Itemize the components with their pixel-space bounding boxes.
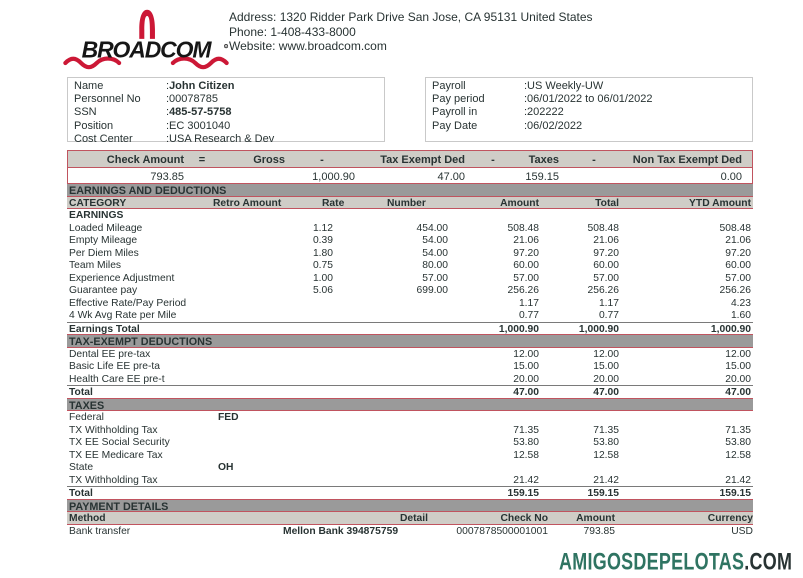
- svg-text:R: R: [225, 45, 227, 49]
- svg-text:BROADCOM: BROADCOM: [82, 36, 213, 62]
